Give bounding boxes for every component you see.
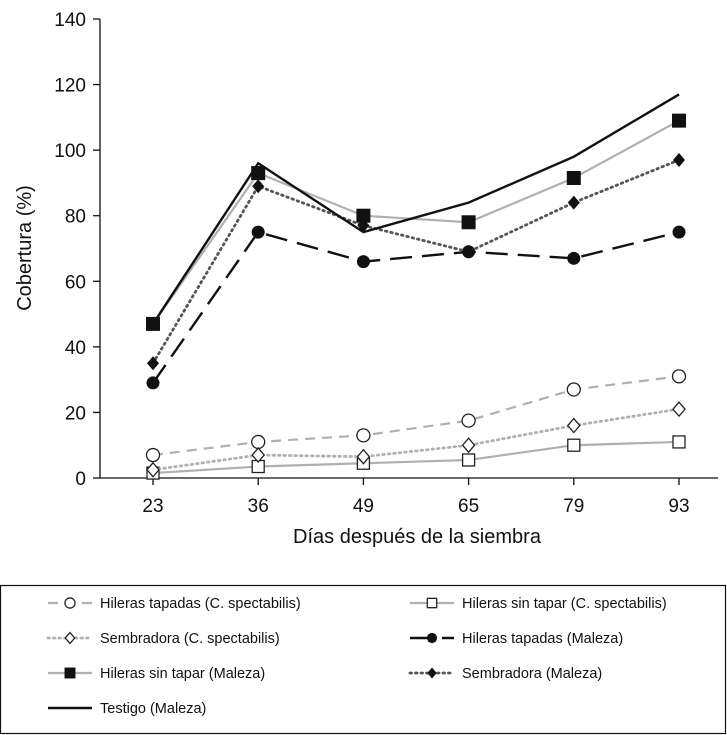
legend-marker	[426, 597, 438, 609]
data-point	[461, 453, 476, 467]
legend-label: Hileras sin tapar (C. spectabilis)	[462, 596, 667, 612]
series-4	[146, 225, 686, 390]
y-tick-label: 40	[65, 338, 86, 359]
y-tick-label: 80	[65, 207, 86, 228]
data-point	[251, 166, 266, 181]
x-tick-label: 65	[458, 496, 479, 517]
legend-marker	[64, 631, 76, 645]
legend-item: Hileras tapadas (C. spectabilis)	[48, 596, 301, 612]
legend-item: Sembradora (C. spectabilis)	[46, 631, 280, 647]
legend: Hileras tapadas (C. spectabilis) Hileras …	[46, 596, 667, 717]
y-tick-label: 140	[54, 10, 86, 31]
x-tick-label: 23	[142, 496, 163, 517]
legend-marker	[64, 597, 76, 609]
legend-label: Sembradora (C. spectabilis)	[100, 631, 280, 647]
data-point	[671, 369, 687, 384]
y-tick-label: 120	[54, 76, 86, 97]
legend-label: Testigo (Maleza)	[100, 701, 206, 717]
legend-marker	[64, 667, 76, 679]
legend-label: Sembradora (Maleza)	[462, 666, 602, 682]
series-line	[151, 158, 681, 365]
series-line	[151, 93, 680, 325]
series-5	[146, 113, 686, 331]
x-tick-label: 79	[563, 496, 584, 517]
data-point	[567, 251, 581, 265]
legend-item: Testigo (Maleza)	[48, 701, 206, 717]
data-point	[356, 428, 371, 443]
x-axis-title: Días después de la siembra	[293, 526, 542, 548]
series-line	[152, 375, 680, 457]
data-point	[356, 448, 371, 465]
data-point	[461, 215, 476, 230]
series-7	[151, 93, 680, 325]
data-point	[672, 401, 686, 418]
data-point	[672, 113, 686, 128]
x-tick-label: 93	[668, 496, 689, 517]
data-point	[252, 179, 265, 194]
data-point	[251, 434, 266, 450]
y-tick-label: 60	[65, 272, 86, 293]
data-point	[461, 413, 476, 428]
data-point	[673, 152, 685, 167]
y-tick-label: 0	[75, 469, 86, 490]
legend-label: Hileras tapadas (C. spectabilis)	[100, 596, 301, 612]
legend-box	[0, 584, 727, 735]
legend-item: Sembradora (Maleza)	[408, 666, 602, 682]
data-point	[356, 208, 371, 223]
data-point	[672, 225, 686, 239]
data-point	[567, 195, 580, 210]
data-point	[566, 382, 581, 397]
series-6	[147, 152, 685, 371]
data-point	[461, 437, 476, 454]
data-point	[462, 244, 475, 259]
legend-item: Hileras sin tapar (C. spectabilis)	[410, 596, 667, 612]
data-point	[251, 447, 266, 464]
y-axis-title: Cobertura (%)	[14, 185, 36, 311]
data-point	[146, 461, 160, 478]
y-tick-label: 20	[65, 403, 86, 424]
legend-label: Hileras sin tapar (Maleza)	[100, 666, 265, 682]
series-2	[146, 435, 686, 480]
series-line	[152, 230, 680, 384]
series-line	[152, 440, 680, 475]
legend-marker	[426, 632, 438, 644]
data-point	[566, 417, 581, 434]
x-tick-label: 49	[353, 496, 374, 517]
data-point	[147, 356, 159, 371]
series-layer	[145, 93, 687, 480]
series-3	[146, 401, 686, 478]
legend-item: Hileras tapadas (Maleza)	[410, 631, 623, 647]
series-1	[145, 369, 687, 463]
legend-marker	[427, 667, 437, 679]
data-point	[251, 225, 265, 239]
data-point	[566, 171, 581, 186]
data-point	[146, 376, 160, 390]
series-line	[152, 119, 680, 325]
axes: 0 20 40 60 80 100 120 140 23 36 49 65 79 93	[54, 10, 718, 517]
data-point	[356, 255, 370, 269]
series-line	[151, 407, 681, 472]
y-tick-label: 100	[54, 141, 86, 162]
legend-item: Hileras sin tapar (Maleza)	[48, 666, 265, 682]
legend-label: Hileras tapadas (Maleza)	[462, 631, 623, 647]
data-point	[567, 438, 581, 452]
x-tick-label: 36	[248, 496, 269, 517]
data-point	[672, 435, 686, 449]
data-point	[145, 447, 161, 463]
